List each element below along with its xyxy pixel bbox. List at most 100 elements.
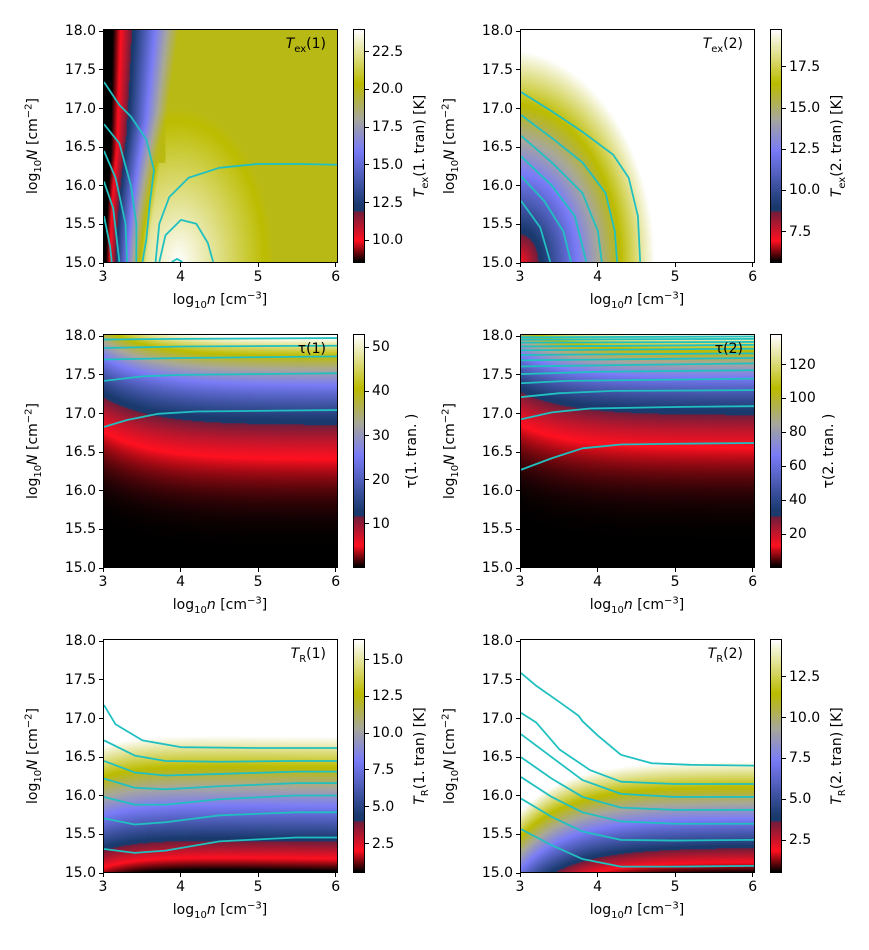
heatmap-image	[104, 640, 337, 872]
colorbar-tick-label: 10.0	[789, 182, 821, 199]
colorbar-tick	[365, 51, 369, 53]
contour-line	[104, 355, 337, 361]
contour-line	[521, 155, 588, 262]
panel-annotation: TR(1)	[290, 646, 326, 665]
colorbar-tick-label: 7.5	[372, 761, 395, 778]
heatmap-plot-area	[103, 334, 338, 568]
contour-line	[104, 215, 113, 262]
y-tick	[99, 262, 103, 264]
y-tick	[99, 374, 103, 376]
y-tick-label: 17.0	[481, 710, 513, 727]
x-tick-label: 5	[253, 269, 263, 285]
y-tick-label: 15.5	[481, 521, 513, 538]
x-axis-label: log10n [cm−3]	[172, 900, 268, 921]
y-tick-label: 18.0	[481, 328, 513, 345]
colorbar-tick-label: 50	[372, 339, 390, 356]
contour-layer	[521, 672, 754, 868]
x-tick-label: 6	[748, 269, 758, 285]
x-tick	[102, 568, 104, 572]
y-tick	[99, 567, 103, 569]
y-tick-label: 15.5	[481, 826, 513, 843]
y-tick	[99, 413, 103, 415]
contour-line	[521, 369, 754, 375]
colorbar	[353, 334, 365, 568]
contour-line	[521, 377, 754, 385]
panel-tau2: τ(2) 15.0 15.5 16.0 16.5 17.0 17.5 18.0 3 4 5 6 log1…	[417, 325, 837, 625]
x-axis-label: log10n [cm−3]	[589, 290, 685, 311]
y-tick	[516, 490, 520, 492]
colorbar-tick	[365, 202, 369, 204]
colorbar-tick-label: 20.0	[372, 81, 404, 98]
colorbar-tick-label: 17.5	[789, 58, 821, 75]
contour-line	[104, 794, 337, 806]
y-tick	[516, 872, 520, 874]
colorbar-tick-label: 12.5	[789, 141, 821, 158]
contour-layer	[104, 337, 337, 428]
y-tick-label: 16.0	[64, 787, 96, 804]
y-tick	[516, 567, 520, 569]
colorbar-label: τ(2. tran. )	[821, 413, 837, 489]
colorbar-tick	[782, 465, 786, 467]
x-tick-label: 4	[593, 269, 602, 285]
x-tick-label: 4	[176, 879, 185, 895]
colorbar-gradient	[771, 640, 781, 872]
heatmap-plot-area	[103, 29, 338, 263]
y-tick	[99, 833, 103, 835]
colorbar-tick-label: 40	[372, 383, 390, 400]
colorbar-tick-label: 5.0	[789, 791, 812, 808]
y-tick-label: 17.0	[481, 405, 513, 422]
colorbar-tick	[365, 126, 369, 128]
panel-annotation: Tex(2)	[702, 36, 743, 55]
x-tick-label: 3	[515, 879, 525, 895]
x-tick	[674, 568, 676, 572]
y-tick	[99, 679, 103, 681]
y-tick	[516, 756, 520, 758]
contour-line	[104, 811, 337, 826]
x-tick-label: 5	[670, 574, 680, 590]
colorbar-tick	[782, 364, 786, 366]
contour-line	[104, 760, 337, 777]
contour-line	[521, 776, 754, 825]
colorbar-tick	[365, 843, 369, 845]
y-tick	[99, 185, 103, 187]
colorbar-tick-label: 12.5	[372, 194, 404, 211]
contour-line	[521, 200, 552, 262]
contour-line	[154, 163, 337, 262]
y-tick-label: 16.0	[481, 482, 513, 499]
contour-line	[521, 797, 754, 842]
y-axis-label: log10N [cm−2]	[23, 402, 44, 500]
colorbar-label: TR(2. tran) [K]	[829, 707, 848, 805]
colorbar-tick-label: 7.5	[789, 750, 812, 767]
x-tick	[752, 873, 754, 877]
y-tick-label: 15.0	[481, 255, 513, 271]
x-tick-label: 3	[98, 574, 108, 590]
y-tick-label: 16.0	[481, 787, 513, 804]
panel-tr1: TR(1) 15.0 15.5 16.0 16.5 17.0 17.5 18.0 3 4 5 6 log…	[0, 630, 430, 930]
y-axis-label: log10N [cm−2]	[440, 97, 461, 195]
colorbar-tick	[782, 717, 786, 719]
colorbar-tick	[782, 189, 786, 191]
y-tick-label: 15.0	[481, 560, 513, 576]
y-tick	[99, 69, 103, 71]
colorbar-label: Tex(2. tran) [K]	[829, 94, 848, 198]
x-axis-label: log10n [cm−3]	[589, 900, 685, 921]
x-tick-label: 6	[748, 879, 758, 895]
y-tick-label: 17.0	[64, 405, 96, 422]
contour-line	[521, 712, 754, 785]
y-tick	[99, 528, 103, 530]
y-tick-label: 18.0	[481, 23, 513, 40]
x-tick	[257, 263, 259, 267]
contour-line	[104, 181, 121, 262]
colorbar-gradient	[771, 335, 781, 567]
colorbar-tick	[365, 659, 369, 661]
y-tick	[99, 490, 103, 492]
contour-line	[521, 756, 754, 811]
colorbar-tick	[782, 66, 786, 68]
panel-tr2: TR(2) 15.0 15.5 16.0 16.5 17.0 17.5 18.0 3 4 5 6 log…	[417, 630, 847, 930]
x-tick-label: 4	[593, 879, 602, 895]
contour-line	[104, 81, 155, 262]
x-tick-label: 6	[331, 269, 341, 285]
heatmap-plot-area	[520, 334, 755, 568]
x-tick	[335, 568, 337, 572]
y-tick	[99, 146, 103, 148]
